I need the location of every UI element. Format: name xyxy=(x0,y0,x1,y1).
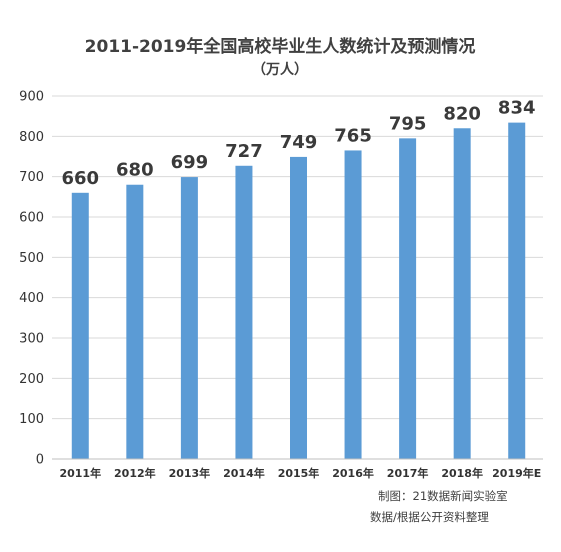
bar xyxy=(290,156,307,460)
x-tick-label: 2018年 xyxy=(441,466,483,480)
data-label: 680 xyxy=(116,160,154,181)
y-tick-label: 900 xyxy=(19,90,44,105)
x-tick-label: 2013年 xyxy=(169,466,211,480)
y-tick-label: 100 xyxy=(19,412,44,427)
y-tick-label: 200 xyxy=(19,372,44,387)
data-label: 660 xyxy=(61,168,99,189)
x-tick-label: 2015年 xyxy=(278,466,320,480)
y-tick-label: 600 xyxy=(19,211,44,226)
x-tick-label: 2017年 xyxy=(387,466,429,480)
y-axis-ticks: 0 100 200 300 400 500 600 700 800 900 xyxy=(19,90,44,468)
data-label: 727 xyxy=(225,141,263,162)
y-tick-label: 0 xyxy=(36,453,44,468)
source-note-1: 制图：21数据新闻实验室 xyxy=(378,489,508,503)
y-tick-label: 700 xyxy=(19,170,44,185)
bars xyxy=(71,122,526,460)
bar xyxy=(399,138,417,459)
data-labels: 660 680 699 727 749 765 795 820 834 xyxy=(61,98,535,189)
bar xyxy=(180,177,198,459)
x-tick-label: 2019年E xyxy=(492,466,541,480)
y-tick-label: 500 xyxy=(19,251,44,266)
y-tick-label: 800 xyxy=(19,130,44,145)
source-note-2: 数据/根据公开资料整理 xyxy=(370,510,489,524)
bar xyxy=(71,192,89,460)
data-label: 749 xyxy=(280,132,318,153)
data-label: 820 xyxy=(443,103,481,124)
chart-title: 2011-2019年全国高校毕业生人数统计及预测情况 xyxy=(85,36,476,57)
x-tick-label: 2012年 xyxy=(114,466,156,480)
x-axis-ticks: 2011年 2012年 2013年 2014年 2015年 2016年 2017年 2018年… xyxy=(59,466,541,480)
bar xyxy=(235,165,253,459)
bar xyxy=(344,150,362,459)
x-tick-label: 2014年 xyxy=(223,466,265,480)
data-label: 765 xyxy=(334,125,372,146)
bar xyxy=(453,128,471,459)
y-tick-label: 400 xyxy=(19,291,44,306)
x-tick-label: 2016年 xyxy=(332,466,374,480)
chart-subtitle: （万人） xyxy=(252,61,308,78)
x-tick-label: 2011年 xyxy=(59,466,101,480)
data-label: 699 xyxy=(171,152,209,173)
data-label: 834 xyxy=(498,98,536,119)
y-tick-label: 300 xyxy=(19,332,44,347)
data-label: 795 xyxy=(389,113,427,134)
bar xyxy=(508,122,526,460)
bar xyxy=(126,184,144,459)
